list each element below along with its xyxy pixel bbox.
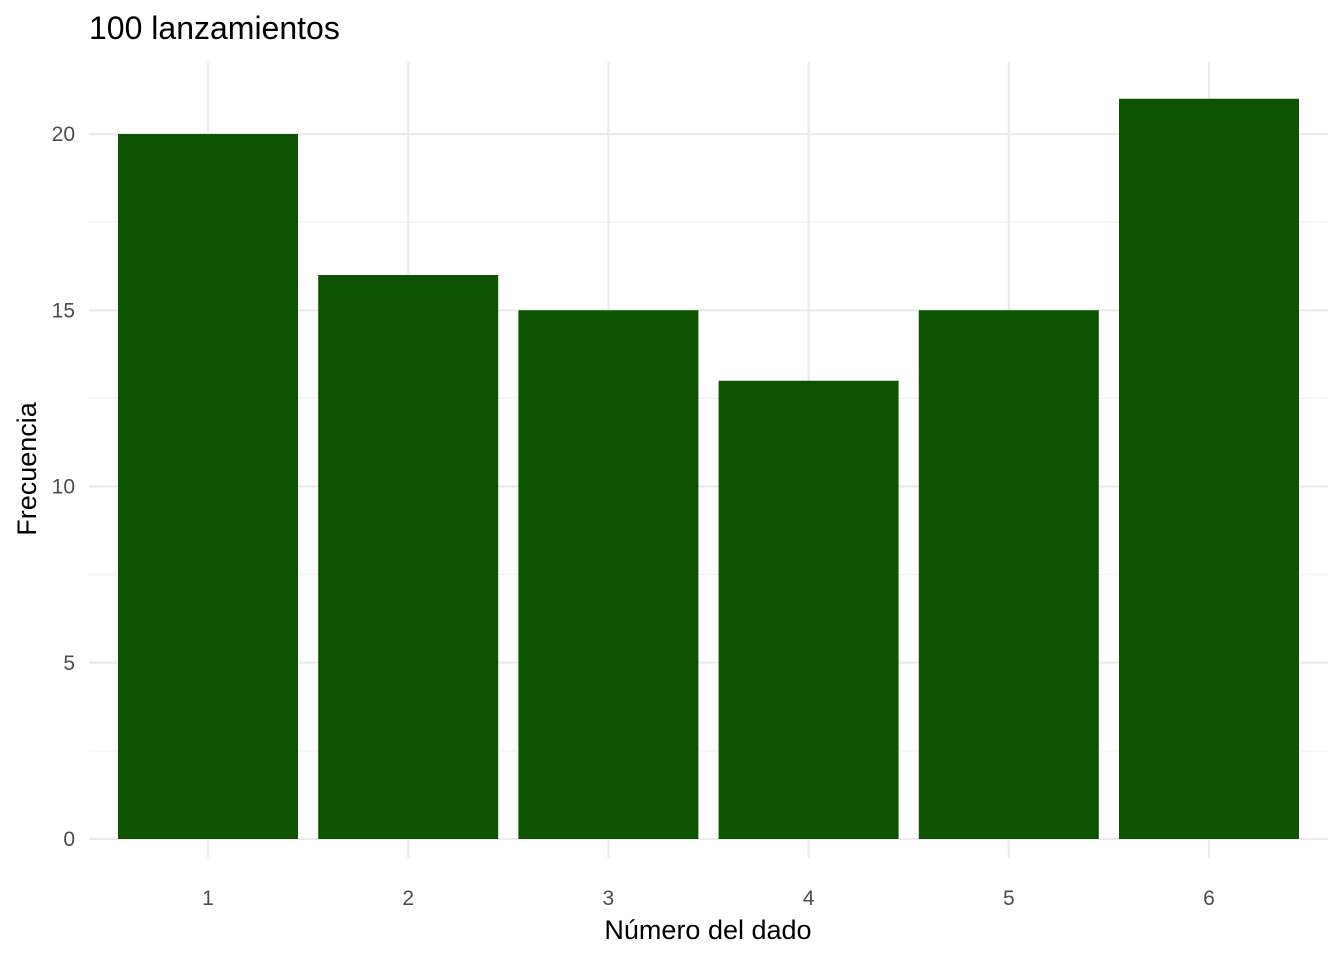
bar-5 <box>918 310 1099 839</box>
x-tick-label: 6 <box>1203 887 1215 910</box>
y-axis-ticks: 0 5 10 15 20 <box>52 123 75 851</box>
y-tick-label: 0 <box>63 828 75 851</box>
x-tick-label: 4 <box>803 887 815 910</box>
x-tick-label: 1 <box>202 887 214 910</box>
bar-1 <box>118 134 298 839</box>
x-axis-ticks: 1 2 3 4 5 6 <box>202 887 1215 910</box>
x-tick-label: 5 <box>1003 887 1015 910</box>
bar-2 <box>318 275 499 839</box>
bar-3 <box>518 310 699 839</box>
y-tick-label: 15 <box>52 299 75 322</box>
chart-title: 100 lanzamientos <box>89 10 340 46</box>
bar-4 <box>718 380 899 839</box>
y-axis-title: Frecuencia <box>12 401 42 536</box>
bar-6 <box>1119 98 1299 839</box>
bars <box>118 98 1299 839</box>
y-tick-label: 20 <box>52 123 75 146</box>
x-tick-label: 3 <box>603 887 615 910</box>
x-tick-label: 2 <box>402 887 414 910</box>
x-axis-title: Número del dado <box>604 915 811 945</box>
y-tick-label: 10 <box>52 476 75 499</box>
y-tick-label: 5 <box>63 652 75 675</box>
